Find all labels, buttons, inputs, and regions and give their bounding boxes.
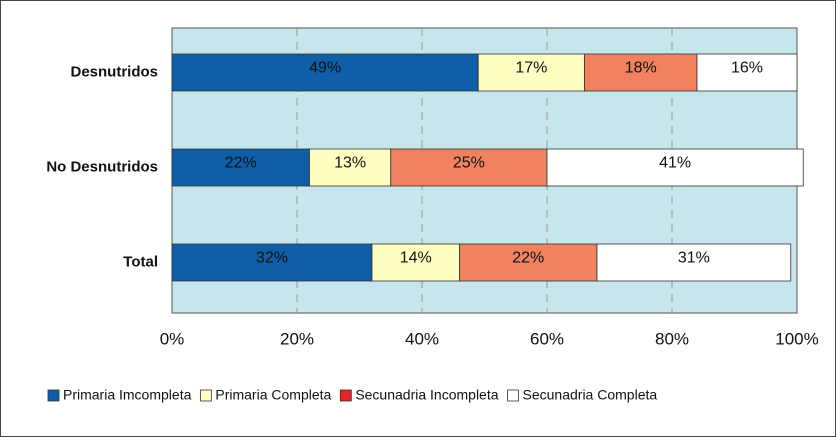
legend-label: Secunadria Incompleta	[355, 387, 498, 403]
x-tick-label: 40%	[405, 329, 439, 348]
bar-segment	[371, 243, 460, 282]
legend-swatch	[199, 389, 212, 402]
legend-swatch	[47, 389, 60, 402]
value-label: 16%	[731, 60, 763, 77]
legend-label: Secunadria Completa	[523, 387, 658, 403]
value-label: 13%	[334, 155, 366, 172]
value-label: 31%	[678, 250, 710, 267]
legend-label: Primaria Imcompleta	[63, 387, 192, 403]
x-tick-label: 60%	[530, 329, 564, 348]
legend-swatch	[339, 389, 352, 402]
bar-segment	[171, 148, 310, 187]
x-tick-label: 100%	[775, 329, 818, 348]
value-label: 41%	[659, 155, 691, 172]
value-label: 22%	[512, 250, 544, 267]
bar-segment	[477, 53, 585, 92]
bar-segment	[171, 53, 479, 92]
bar-segment	[459, 243, 598, 282]
x-tick-label: 80%	[655, 329, 689, 348]
value-label: 25%	[453, 155, 485, 172]
x-tick-label: 0%	[160, 329, 185, 348]
bar-segment	[546, 148, 804, 187]
value-label: 22%	[225, 155, 257, 172]
y-tick-label: No Desnutridos	[46, 158, 158, 175]
legend-label: Primaria Completa	[215, 387, 331, 403]
bar-segment	[584, 53, 698, 92]
x-tick-label: 20%	[280, 329, 314, 348]
y-tick-label: Desnutridos	[70, 63, 158, 80]
value-label: 49%	[309, 60, 341, 77]
bar-segment	[596, 243, 792, 282]
y-tick-label: Total	[123, 253, 158, 270]
value-label: 18%	[625, 60, 657, 77]
value-label: 32%	[256, 250, 288, 267]
value-label: 14%	[400, 250, 432, 267]
legend-swatch	[507, 389, 519, 402]
value-label: 17%	[515, 60, 547, 77]
bar-segment	[696, 53, 798, 92]
